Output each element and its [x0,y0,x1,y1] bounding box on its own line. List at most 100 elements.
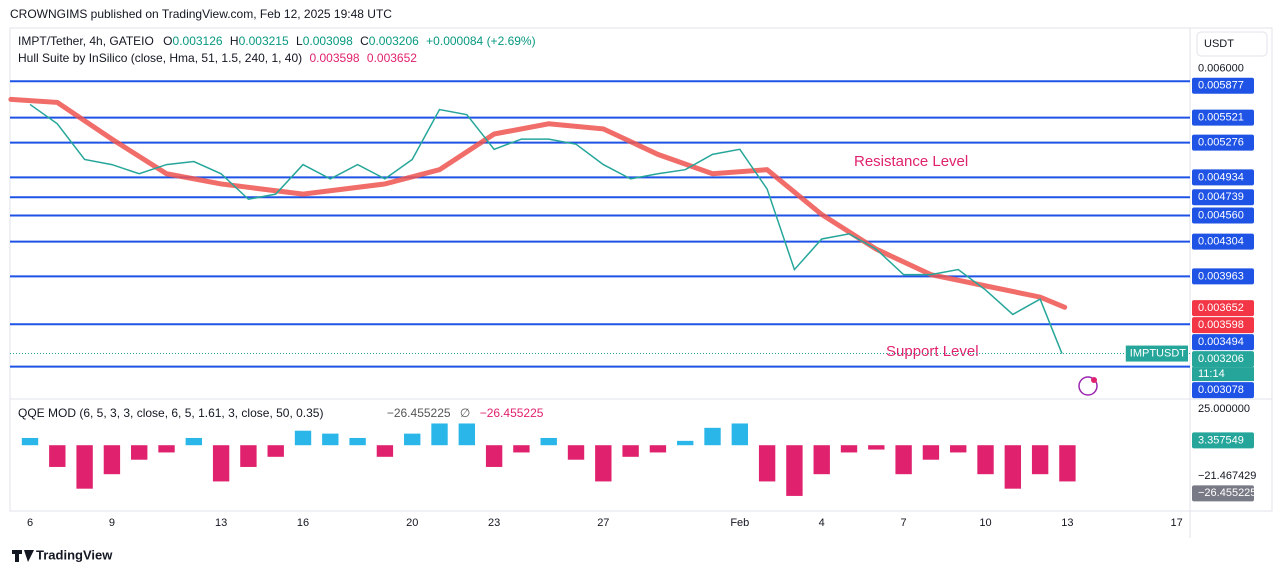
level-badge [1192,207,1254,224]
ohlc-value: 0.003215 [239,34,289,48]
x-tick-label: 13 [215,517,227,529]
y-tick-label: 25.000000 [1198,403,1250,415]
histogram-bar [431,423,448,446]
level-badge-label: 0.004739 [1198,191,1244,203]
histogram-bar [158,445,175,453]
level-badge [1192,189,1254,206]
value-badge [1192,485,1254,502]
histogram-bar [895,445,912,475]
histogram-bar [977,445,994,475]
last-badge [1192,351,1254,368]
indicator-value: 0.003652 [367,51,417,65]
symbol-tag: IMPTUSDT [1130,347,1187,359]
histogram-bar [513,445,530,453]
level-badge-label: 0.005276 [1198,136,1244,148]
symbol-tag-bg [1125,345,1188,362]
level-badge [1192,334,1254,351]
histogram-bar [922,445,940,460]
histogram-bar [131,445,148,460]
ohlc-label: L [296,34,303,48]
histogram-bar [322,433,339,446]
hull-line [8,96,1068,310]
ohlc-label: O [163,34,172,48]
x-tick-label: 4 [819,517,825,529]
qqe-readout: ∅ [460,406,470,420]
level-badge-label: 0.005877 [1198,80,1244,92]
hull-badge-label: 0.003652 [1198,302,1244,314]
legend-indicator: Hull Suite by InSilico (close, Hma, 51, … [18,51,417,65]
histogram-bar [567,445,585,460]
value-badge-label: 3.357549 [1198,434,1244,446]
hull-badge [1192,300,1254,317]
level-badge [1192,382,1254,399]
histogram-bar [1059,445,1076,482]
y-tick-label: −21.467429 [1198,470,1256,482]
histogram-bar [294,430,312,446]
histogram-bar [840,445,858,453]
level-badge [1192,233,1254,250]
change: +0.000084 (+2.69%) [426,34,535,48]
x-tick-label: 16 [297,517,309,529]
level-badge [1192,169,1254,186]
qqe-title: QQE MOD (6, 5, 3, 3, close, 6, 5, 1.61, … [18,406,323,420]
histogram-bar [813,445,830,475]
x-tick-label: 23 [488,517,500,529]
histogram-bar [1004,445,1022,489]
histogram-bar [21,437,39,446]
ohlc-value: 0.003098 [303,34,353,48]
ohlc-label: C [360,34,369,48]
histogram-bar [677,440,694,446]
histogram-bar [758,445,776,482]
x-tick-label: 17 [1170,517,1182,529]
histogram-bar [1031,445,1049,475]
histogram-bar [540,437,557,446]
alert-dot [1091,377,1097,383]
histogram-bar [404,433,421,446]
x-tick-label: 13 [1061,517,1073,529]
x-tick-label: 7 [901,517,907,529]
histogram-bar [240,445,257,467]
qqe-readout: −26.455225 [480,406,544,420]
histogram-bar [649,445,667,453]
histogram-bar [49,445,66,467]
last-badge-label: 0.003206 [1198,353,1244,365]
qqe-readout: −26.455225 [387,406,451,420]
ohlc-value: 0.003126 [173,34,223,48]
level-badge [1192,109,1254,126]
x-tick-label: 10 [979,517,991,529]
histogram-bar [267,445,284,457]
histogram-bar [185,437,203,446]
legend-qqe: QQE MOD (6, 5, 3, 3, close, 6, 5, 1.61, … [18,406,544,420]
histogram-bar [76,445,93,489]
symbol: IMPT/Tether, 4h, GATEIO [18,34,154,48]
x-tick-label: 27 [597,517,609,529]
currency-box[interactable] [1196,31,1268,57]
price-line [29,103,1063,354]
level-badge-label: 0.003494 [1198,336,1244,348]
histogram-bar [349,437,366,446]
histogram-bar [458,423,476,446]
level-badge-label: 0.005521 [1198,112,1244,124]
legend-symbol: IMPT/Tether, 4h, GATEIO O0.003126 H0.003… [18,34,536,48]
histogram-bar [485,445,503,467]
x-tick-label: 9 [109,517,115,529]
indicator: Hull Suite by InSilico (close, Hma, 51, … [18,51,302,65]
histogram-bar [950,445,967,453]
logo [12,550,34,562]
publisher: CROWNGIMS published on TradingView.com, … [10,7,392,21]
value-badge-label: −26.455225 [1198,487,1256,499]
level-badge-label: 0.004560 [1198,209,1244,221]
histogram-bar [376,445,394,457]
histogram-bar [212,445,230,482]
annotation: Resistance Level [854,153,968,170]
histogram-bar [595,445,612,482]
level-badge-label: 0.004934 [1198,171,1244,183]
ohlc-label: H [230,34,239,48]
histogram-bar [868,445,885,450]
level-badge [1192,77,1254,94]
level-badge [1192,134,1254,151]
alert-icon[interactable] [1078,376,1098,396]
